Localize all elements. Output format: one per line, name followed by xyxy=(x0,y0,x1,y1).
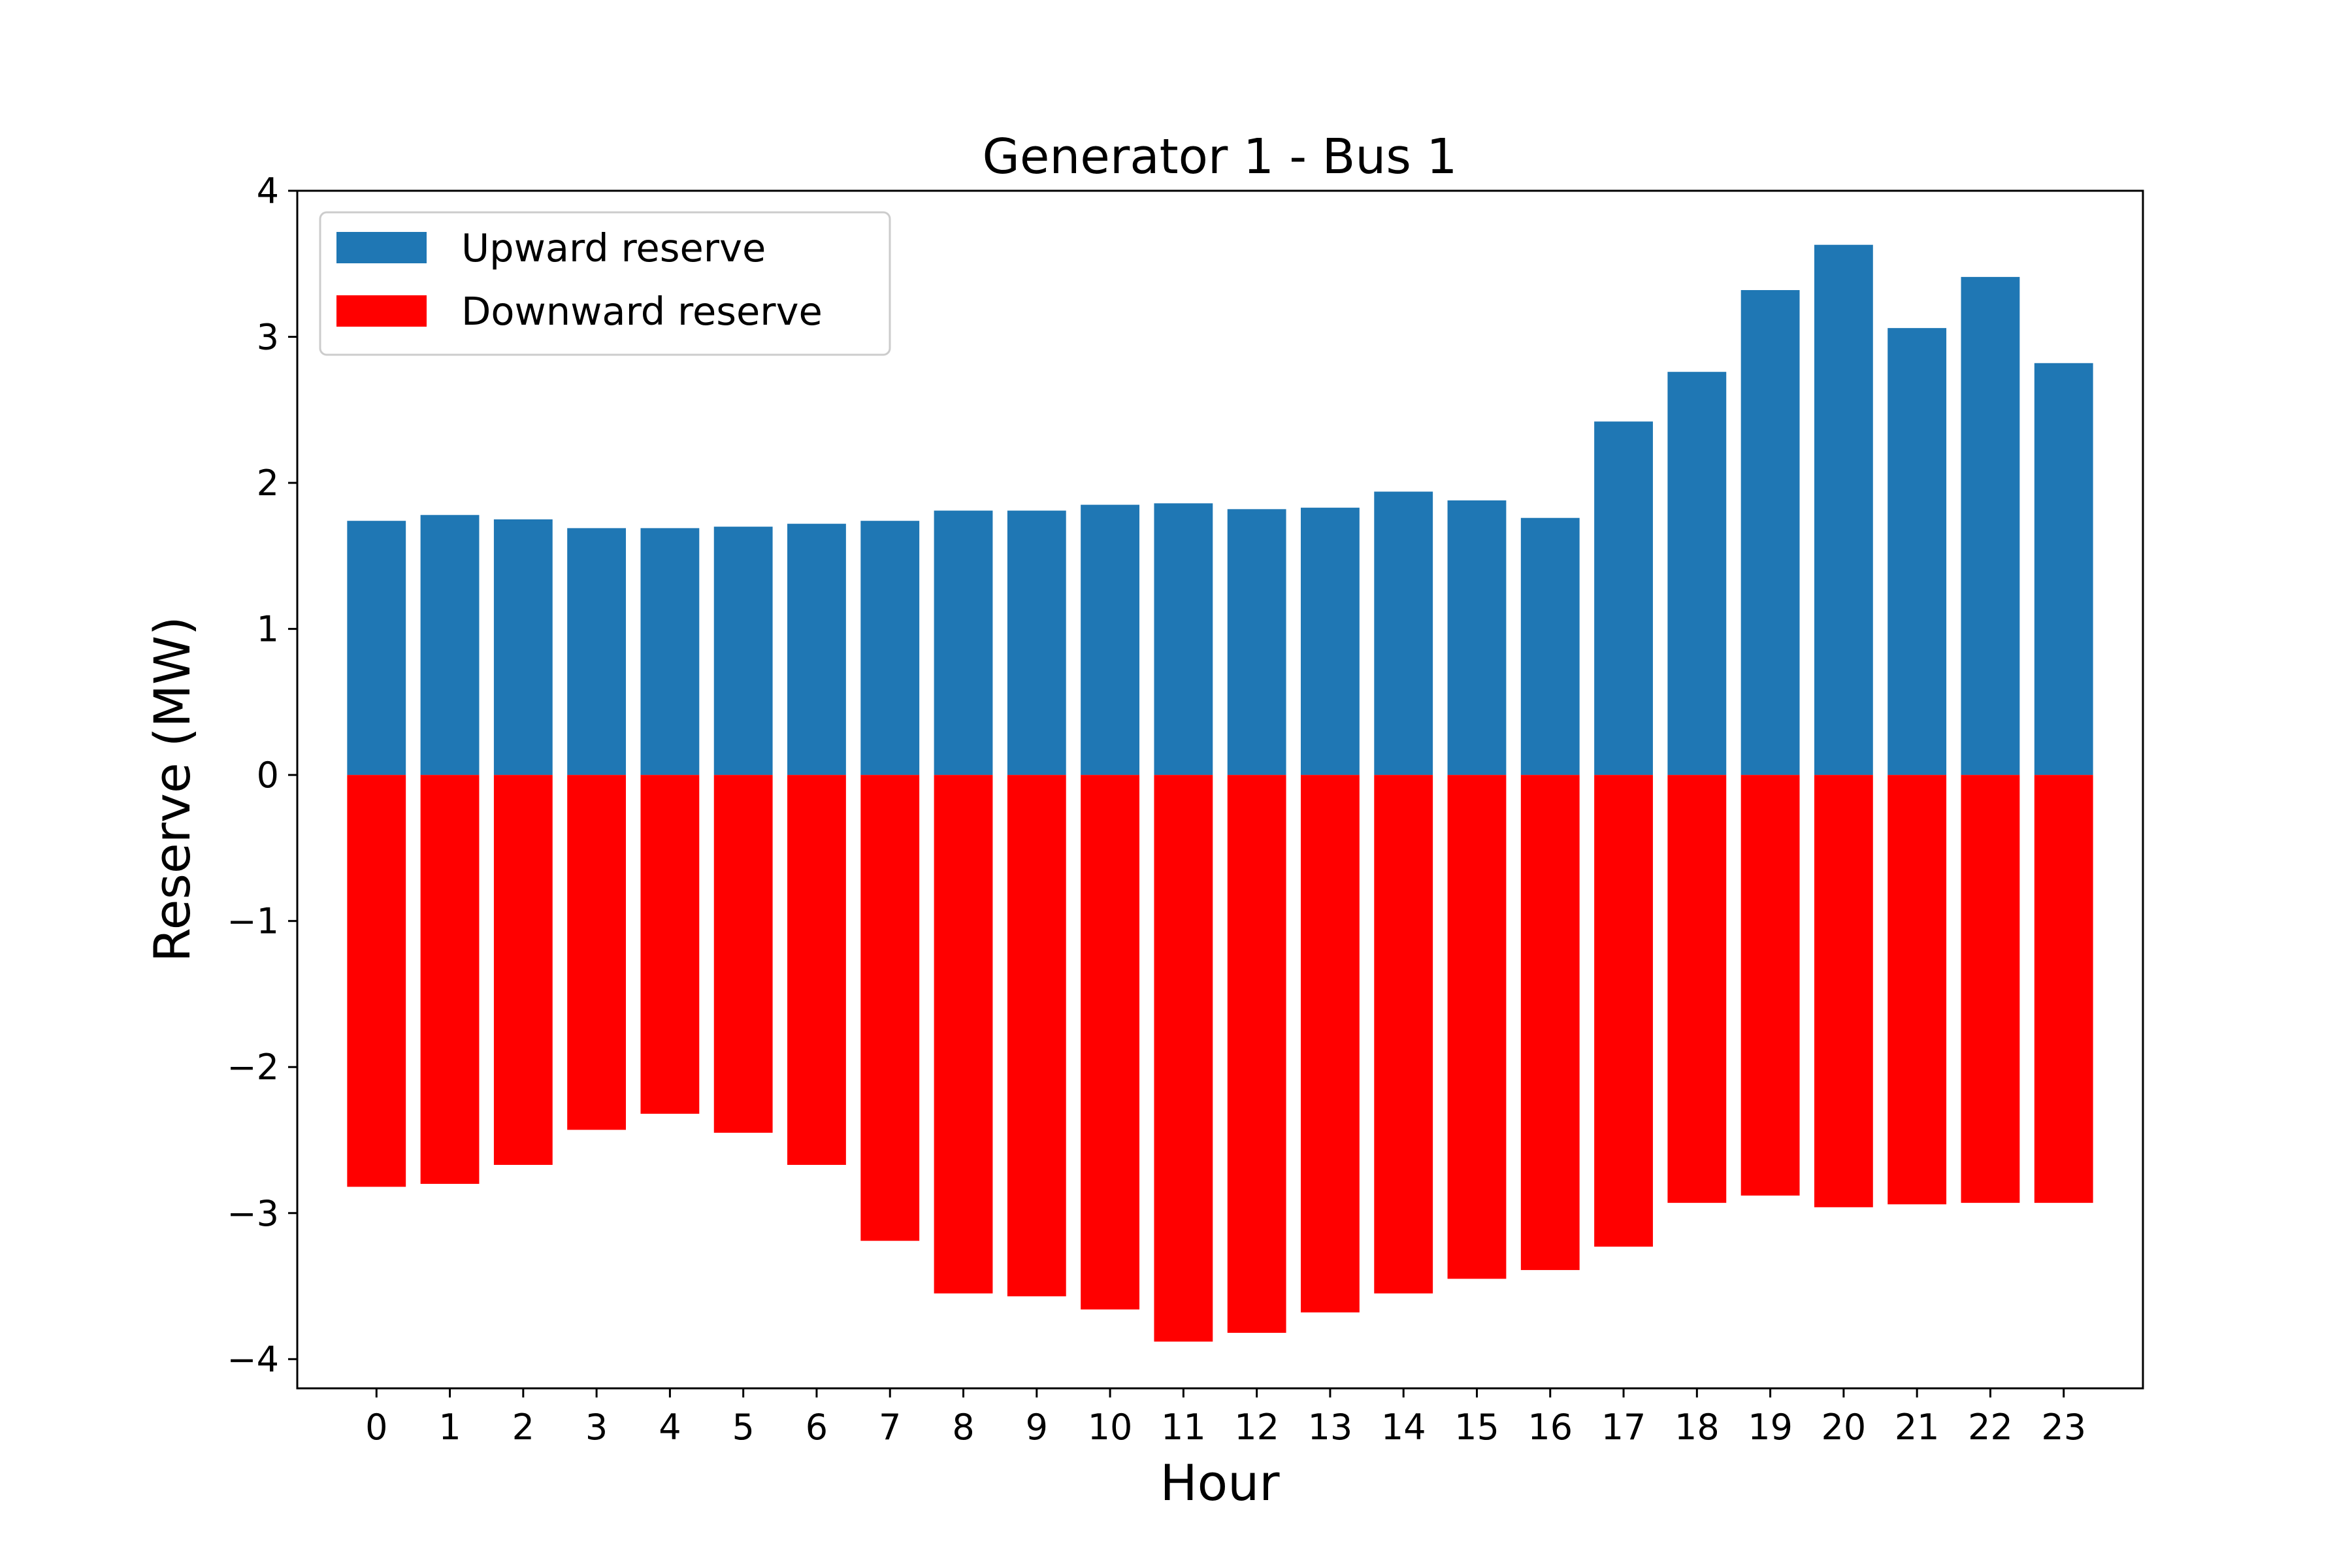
bar-downward-reserve-hour-9 xyxy=(1007,775,1066,1297)
legend-swatch-upward-reserve xyxy=(336,232,427,263)
bar-downward-reserve-hour-5 xyxy=(713,775,773,1133)
bar-downward-reserve-hour-19 xyxy=(1740,775,1800,1196)
y-axis-ticks: 4 3 2 1 0 −1 −2 −3 −4 xyxy=(227,171,297,1380)
bar-upward-reserve-hour-22 xyxy=(1961,276,2020,776)
legend-frame xyxy=(319,211,891,356)
bar-upward-reserve-hour-13 xyxy=(1301,508,1360,776)
x-tick-label: 9 xyxy=(1026,1407,1048,1448)
bar-downward-reserve-hour-4 xyxy=(640,775,700,1114)
x-tick-label: 6 xyxy=(806,1407,828,1448)
x-tick-label: 20 xyxy=(1821,1407,1867,1448)
bar-upward-reserve-hour-16 xyxy=(1520,517,1580,776)
bar-upward-reserve-hour-15 xyxy=(1447,500,1507,776)
y-tick-label: 2 xyxy=(257,463,279,504)
y-tick-label: −1 xyxy=(227,901,279,942)
y-tick-label: −2 xyxy=(227,1047,279,1088)
bar-downward-reserve-hour-14 xyxy=(1374,775,1433,1294)
bar-downward-reserve-hour-11 xyxy=(1154,775,1213,1342)
y-tick-label: 1 xyxy=(257,609,279,650)
bar-downward-reserve-hour-12 xyxy=(1227,775,1286,1333)
x-tick-label: 10 xyxy=(1088,1407,1133,1448)
bar-downward-reserve-hour-10 xyxy=(1081,775,1139,1310)
x-tick-label: 19 xyxy=(1748,1407,1793,1448)
bar-upward-reserve-hour-4 xyxy=(640,528,700,776)
legend-swatch-downward-reserve xyxy=(336,295,427,327)
bar-downward-reserve-hour-8 xyxy=(934,775,993,1294)
chart-title: Generator 1 - Bus 1 xyxy=(983,129,1458,185)
x-tick-label: 2 xyxy=(512,1407,534,1448)
y-axis-label: Reserve (MW) xyxy=(143,616,201,962)
y-tick-label: 4 xyxy=(257,171,279,212)
bar-upward-reserve-hour-23 xyxy=(2034,363,2093,776)
x-tick-label: 23 xyxy=(2041,1407,2086,1448)
bar-downward-reserve-hour-15 xyxy=(1447,775,1507,1279)
bar-upward-reserve-hour-3 xyxy=(567,528,627,776)
y-tick-label: 3 xyxy=(257,317,279,358)
bar-downward-reserve-hour-3 xyxy=(567,775,627,1130)
bar-upward-reserve-hour-20 xyxy=(1814,244,1873,776)
bar-upward-reserve-hour-6 xyxy=(787,523,846,776)
x-axis-ticks: 0 1 2 3 4 5 6 7 8 9 10 11 12 13 14 15 16 17 18 19 20 21 22 23 xyxy=(365,1388,2086,1448)
bar-upward-reserve-hour-17 xyxy=(1594,421,1653,776)
bar-downward-reserve-hour-18 xyxy=(1667,775,1727,1203)
bars-group xyxy=(347,244,2093,1342)
plot-frame xyxy=(296,189,2144,1390)
bar-upward-reserve-hour-14 xyxy=(1374,491,1433,776)
legend-label-downward-reserve: Downward reserve xyxy=(461,289,823,334)
y-tick-label: −4 xyxy=(227,1339,279,1380)
y-tick-label: −3 xyxy=(227,1193,279,1234)
x-axis-label: Hour xyxy=(1160,1454,1280,1512)
y-tick-label: 0 xyxy=(257,755,279,796)
x-tick-label: 16 xyxy=(1527,1407,1573,1448)
bar-downward-reserve-hour-17 xyxy=(1594,775,1653,1247)
bar-upward-reserve-hour-9 xyxy=(1007,510,1066,776)
x-tick-label: 0 xyxy=(365,1407,387,1448)
x-tick-label: 15 xyxy=(1454,1407,1499,1448)
x-tick-label: 4 xyxy=(659,1407,681,1448)
bar-upward-reserve-hour-2 xyxy=(493,519,553,776)
bar-downward-reserve-hour-0 xyxy=(347,775,406,1187)
x-tick-label: 18 xyxy=(1674,1407,1720,1448)
x-tick-label: 17 xyxy=(1601,1407,1646,1448)
bar-downward-reserve-hour-7 xyxy=(860,775,920,1241)
bar-downward-reserve-hour-23 xyxy=(2034,775,2093,1203)
bar-downward-reserve-hour-20 xyxy=(1814,775,1873,1207)
bar-upward-reserve-hour-5 xyxy=(713,527,773,776)
bar-downward-reserve-hour-1 xyxy=(420,775,480,1184)
bar-upward-reserve-hour-11 xyxy=(1154,503,1213,776)
bar-downward-reserve-hour-2 xyxy=(493,775,553,1165)
bar-upward-reserve-hour-21 xyxy=(1887,328,1947,776)
bar-downward-reserve-hour-22 xyxy=(1961,775,2020,1203)
legend: Upward reserve Downward reserve xyxy=(319,211,891,356)
x-tick-label: 22 xyxy=(1968,1407,2013,1448)
bar-upward-reserve-hour-7 xyxy=(860,521,920,776)
legend-label-upward-reserve: Upward reserve xyxy=(461,225,766,270)
bar-downward-reserve-hour-6 xyxy=(787,775,846,1165)
bar-upward-reserve-hour-10 xyxy=(1081,504,1139,776)
x-tick-label: 12 xyxy=(1234,1407,1279,1448)
bar-upward-reserve-hour-0 xyxy=(347,521,406,776)
x-tick-label: 8 xyxy=(952,1407,974,1448)
x-tick-label: 14 xyxy=(1381,1407,1426,1448)
x-tick-label: 7 xyxy=(879,1407,901,1448)
bar-upward-reserve-hour-1 xyxy=(420,515,480,776)
bar-downward-reserve-hour-16 xyxy=(1520,775,1580,1270)
bar-upward-reserve-hour-18 xyxy=(1667,372,1727,776)
bar-upward-reserve-hour-8 xyxy=(934,510,993,776)
x-tick-label: 5 xyxy=(732,1407,754,1448)
bar-downward-reserve-hour-21 xyxy=(1887,775,1947,1205)
x-tick-label: 11 xyxy=(1161,1407,1206,1448)
x-tick-label: 1 xyxy=(438,1407,461,1448)
x-tick-label: 3 xyxy=(585,1407,608,1448)
x-tick-label: 21 xyxy=(1895,1407,1940,1448)
x-tick-label: 13 xyxy=(1308,1407,1353,1448)
bar-upward-reserve-hour-12 xyxy=(1227,509,1286,776)
bar-upward-reserve-hour-19 xyxy=(1740,290,1800,776)
bar-downward-reserve-hour-13 xyxy=(1301,775,1360,1313)
